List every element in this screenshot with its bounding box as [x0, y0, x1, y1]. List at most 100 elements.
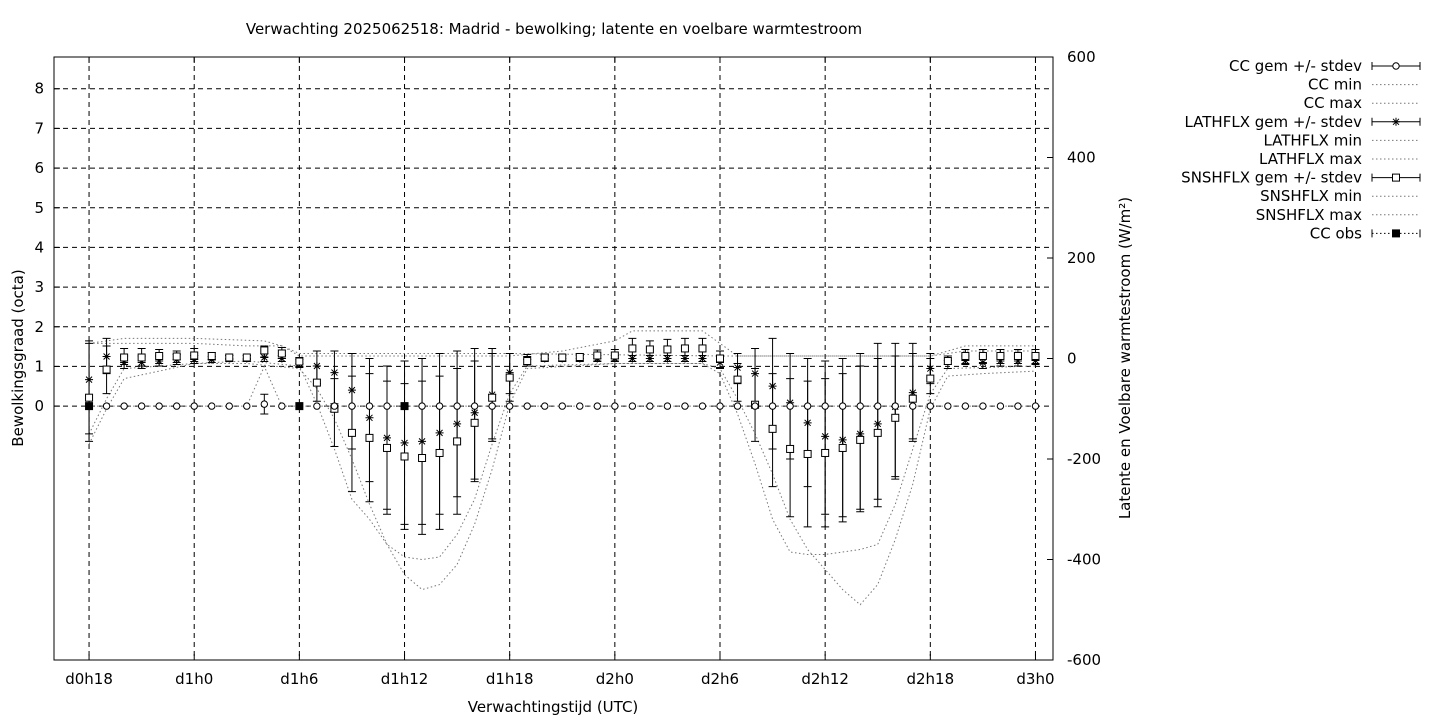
cc-gem-stdev-point: [663, 402, 672, 410]
snshflx-gem-stdev-point: [488, 393, 497, 402]
snshflx-gem-stdev-point: [190, 351, 199, 360]
snshflx-gem-stdev-point: [978, 351, 987, 360]
legend-swatch-cap: [1371, 117, 1421, 126]
cc-gem-stdev-point: [681, 402, 689, 410]
snshflx-gem-stdev-point: [365, 433, 374, 442]
snshflx-gem-stdev-point: [347, 428, 356, 437]
snshflx-gem-stdev-point: [172, 352, 181, 361]
snshflx-gem-stdev-point: [803, 449, 812, 458]
x-axis-label: Verwachtingstijd (UTC): [468, 698, 639, 716]
snshflx-gem-stdev-point: [470, 418, 479, 427]
legend-label: LATHFLX gem +/- stdev: [1184, 113, 1362, 131]
legend-swatch-marker: [1392, 173, 1400, 182]
x-tick-label: d1h6: [280, 670, 318, 688]
cc-gem-stdev-point: [996, 402, 1005, 410]
x-tick-label: d3h0: [1016, 670, 1054, 688]
cc-gem-stdev-point: [891, 402, 899, 410]
y2-tick-label: -400: [1067, 551, 1101, 569]
cc-gem-stdev-point: [856, 402, 864, 410]
cc-gem-stdev-point: [646, 402, 654, 410]
legend-label: CC min: [1308, 76, 1362, 94]
y2-tick-label: 200: [1067, 249, 1096, 267]
cc-gem-stdev-point: [435, 402, 444, 410]
snshflx-gem-stdev-point: [137, 353, 146, 362]
snshflx-gem-stdev-point: [926, 374, 935, 383]
y-tick-label: 2: [34, 318, 44, 336]
snshflx-gem-stdev-point: [242, 353, 251, 362]
cc-gem-stdev-point: [611, 402, 619, 410]
y-tick-label: 7: [34, 119, 44, 137]
cc-gem-stdev-point: [593, 402, 602, 410]
series-line-snshflx-min: [88, 360, 1036, 561]
cc-gem-stdev-point: [505, 402, 514, 410]
snshflx-gem-stdev-point: [383, 443, 391, 452]
snshflx-gem-stdev-point: [558, 353, 567, 362]
snshflx-gem-stdev-point: [716, 354, 724, 363]
cc-obs-point: [295, 402, 304, 411]
cc-gem-stdev-point: [102, 402, 111, 410]
y2-tick-label: 600: [1067, 48, 1096, 66]
cc-gem-stdev-point: [1014, 402, 1022, 410]
cc-gem-stdev-point: [418, 402, 426, 410]
cc-gem-stdev-point: [383, 402, 391, 410]
series-line-lathflx-min: [88, 363, 1036, 606]
cc-gem-stdev-point: [751, 402, 759, 410]
cc-gem-stdev-point: [961, 402, 970, 410]
legend-label: CC max: [1304, 94, 1363, 112]
cc-gem-stdev-point: [786, 402, 794, 410]
snshflx-gem-stdev-point: [312, 378, 321, 387]
cc-gem-stdev-point: [488, 402, 496, 410]
cc-gem-stdev-point: [260, 400, 269, 408]
cc-gem-stdev-point: [838, 402, 847, 410]
y2-axis-label: Latente en Voelbare warmtestroom (W/m²): [1116, 197, 1134, 519]
lathflx-gem-stdev-point: [260, 353, 269, 362]
cc-gem-stdev-point: [453, 402, 461, 410]
y2-tick-label: -200: [1067, 450, 1101, 468]
y2-tick-label: -600: [1067, 651, 1101, 669]
legend-label: CC gem +/- stdev: [1229, 57, 1362, 75]
legend-swatch-cap: [1371, 62, 1421, 70]
y-tick-label: 3: [34, 278, 44, 296]
lathflx-gem-stdev-point: [330, 368, 339, 377]
snshflx-gem-stdev-point: [1013, 351, 1022, 360]
snshflx-gem-stdev-point: [628, 344, 637, 353]
cc-gem-stdev-point: [243, 402, 251, 410]
y-tick-label: 1: [34, 357, 44, 375]
cc-gem-stdev-point: [137, 402, 146, 410]
snshflx-gem-stdev-point: [698, 344, 707, 353]
x-tick-label: d1h12: [381, 670, 429, 688]
cc-gem-stdev-point: [523, 402, 531, 410]
snshflx-gem-stdev-point: [943, 357, 952, 366]
cc-gem-stdev-point: [944, 402, 952, 410]
snshflx-gem-stdev-point: [961, 351, 970, 360]
legend-label: LATHFLX max: [1259, 150, 1362, 168]
cc-gem-stdev-point: [874, 402, 882, 410]
series-line-snshflx-max: [89, 330, 1036, 357]
cc-gem-stdev-point: [698, 402, 707, 410]
cc-obs-point: [85, 402, 94, 411]
snshflx-gem-stdev-point: [873, 428, 882, 437]
cc-gem-stdev-point: [330, 402, 339, 410]
snshflx-gem-stdev-point: [856, 435, 865, 444]
data-marks: [85, 337, 1040, 535]
x-tick-label: d0h18: [65, 670, 113, 688]
legend-swatch-cap: [1371, 173, 1421, 182]
cc-gem-stdev-point: [576, 402, 584, 410]
cc-gem-stdev-point: [1031, 402, 1040, 410]
snshflx-gem-stdev-error-bar: [85, 342, 94, 435]
legend-swatch-marker: [1392, 117, 1400, 126]
series-line-cc-max: [89, 365, 1036, 407]
cc-gem-stdev-point: [628, 402, 637, 410]
grid-lines: [54, 57, 1053, 660]
snshflx-gem-stdev-point: [155, 351, 164, 360]
y2-tick-label: 400: [1067, 149, 1096, 167]
snshflx-gem-stdev-point: [593, 351, 602, 360]
snshflx-gem-stdev-point: [733, 375, 742, 384]
x-tick-label: d2h18: [906, 670, 954, 688]
y-axis-label: Bewolkingsgraad (octa): [9, 269, 27, 446]
snshflx-gem-stdev-point: [1031, 351, 1040, 360]
x-tick-label: d2h0: [596, 670, 634, 688]
legend-swatch-cap: [1371, 229, 1421, 238]
legend-label: SNSHFLX gem +/- stdev: [1181, 169, 1362, 187]
